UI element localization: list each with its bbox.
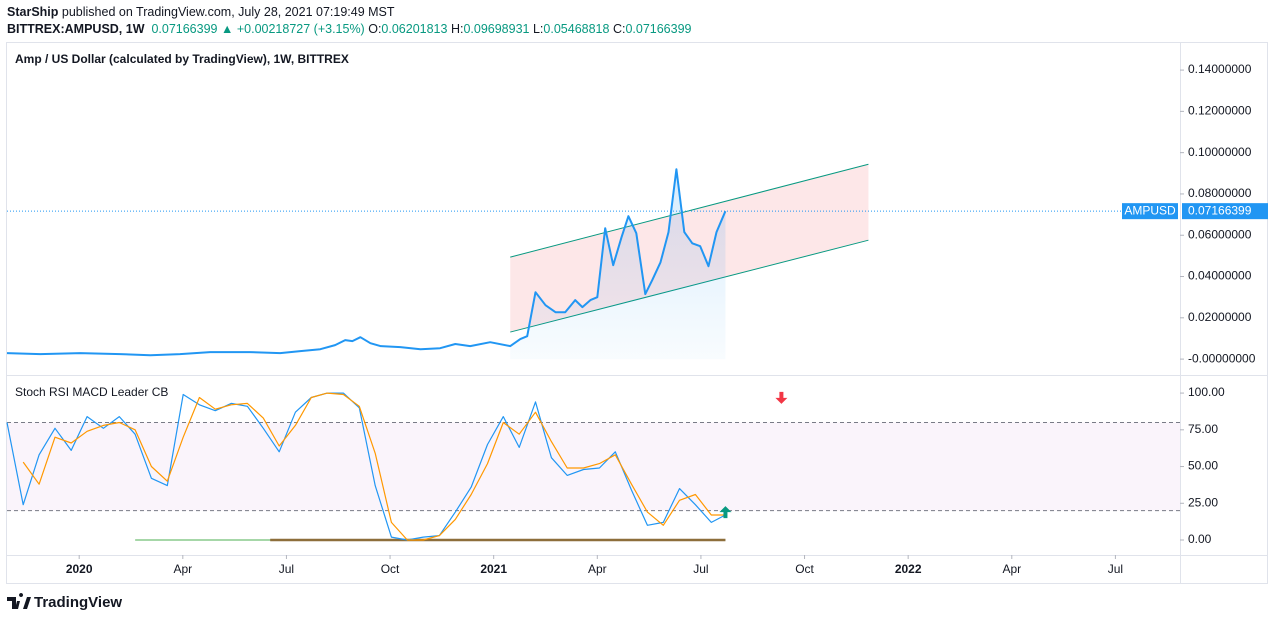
y-tick-label: 0.04000000 (1188, 269, 1252, 283)
pane-title: Amp / US Dollar (calculated by TradingVi… (15, 52, 349, 66)
y-tick-label: -0.00000000 (1188, 351, 1256, 365)
symbol-label: AMPUSD (1124, 203, 1176, 217)
y-tick-label: 100.00 (1188, 385, 1225, 399)
x-tick-label: 2021 (480, 562, 507, 576)
y-tick-label: 0.00 (1188, 532, 1212, 546)
y-tick-label: 50.00 (1188, 459, 1218, 473)
x-tick-label: Oct (795, 562, 814, 576)
c: 0.07166399 (625, 22, 692, 36)
pane-title: Stoch RSI MACD Leader CB (15, 385, 168, 399)
x-tick-label: Apr (1002, 562, 1021, 576)
y-tick-label: 0.06000000 (1188, 227, 1252, 241)
series-line (22, 392, 726, 541)
change: +0.00218727 (+3.15%) (236, 22, 365, 36)
x-tick-label: Jul (1108, 562, 1123, 576)
o: 0.06201813 (381, 22, 448, 36)
ohlc-line: BITTREX:AMPUSD, 1W 0.07166399 ▲ +0.00218… (7, 22, 692, 36)
symbol: BITTREX:AMPUSD, 1W (7, 22, 145, 36)
channel-upper (510, 163, 869, 258)
x-tick-label: Jul (279, 562, 294, 576)
signal-arrow (775, 391, 788, 404)
o-label: O: (368, 22, 382, 36)
price: 0.07166399 (151, 22, 218, 36)
h: 0.09698931 (463, 22, 530, 36)
x-tick-label: Apr (173, 562, 192, 576)
c-label: C: (612, 22, 626, 36)
last-price-label: 0.07166399 (1188, 203, 1252, 217)
frame (6, 42, 1268, 584)
y-tick-label: 0.14000000 (1188, 62, 1252, 76)
x-tick-label: 2020 (66, 562, 93, 576)
band-fill (7, 422, 1180, 511)
area-fill (510, 169, 726, 360)
series-line (6, 168, 727, 357)
y-tick-label: 0.12000000 (1188, 104, 1252, 118)
signal-arrow (719, 506, 732, 519)
y-tick-label: 0.08000000 (1188, 186, 1252, 200)
x-tick-label: 2022 (895, 562, 922, 576)
x-tick-label: Oct (381, 562, 400, 576)
x-tick-label: Jul (693, 562, 708, 576)
up-arrow: ▲ (220, 22, 234, 36)
y-tick-label: 75.00 (1188, 422, 1218, 436)
y-tick-label: 0.02000000 (1188, 310, 1252, 324)
x-tick-label: Apr (588, 562, 607, 576)
y-tick-label: 0.10000000 (1188, 145, 1252, 159)
publish-line: StarShip published on TradingView.com, J… (7, 5, 395, 19)
author: StarShip (7, 5, 59, 19)
l-label: L: (532, 22, 544, 36)
symbol-box (1122, 203, 1178, 220)
logo (7, 593, 31, 609)
published: published on TradingView.com, July 28, 2… (61, 5, 395, 19)
logo-text: TradingView (34, 594, 122, 611)
last-price-box (1182, 203, 1268, 220)
l: 0.05468818 (543, 22, 610, 36)
y-tick-label: 25.00 (1188, 495, 1218, 509)
series-line (6, 392, 726, 541)
h-label: H: (450, 22, 464, 36)
